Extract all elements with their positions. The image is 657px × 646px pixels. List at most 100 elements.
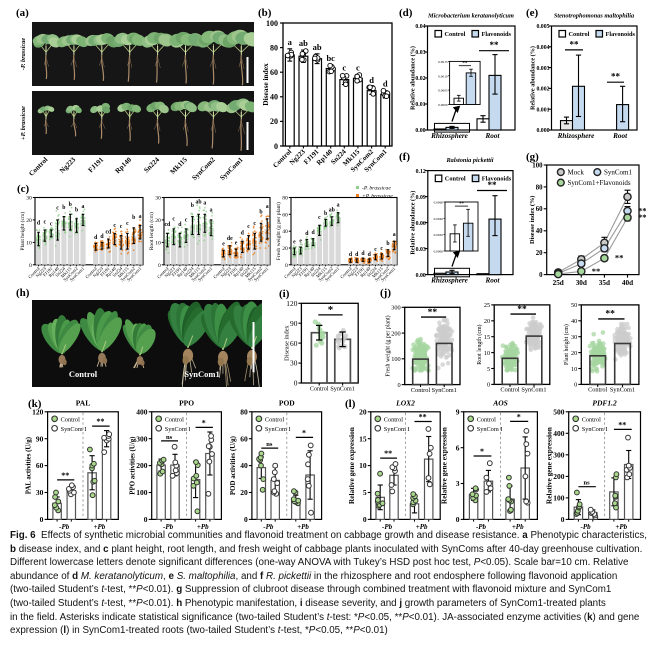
svg-text:0.004: 0.004	[536, 45, 549, 51]
svg-text:a: a	[82, 204, 85, 210]
svg-text:500: 500	[553, 407, 565, 416]
svg-text:a: a	[266, 204, 269, 210]
svg-text:ns: ns	[266, 441, 273, 448]
svg-text:a: a	[210, 207, 213, 213]
svg-text:**: **	[638, 212, 647, 222]
svg-text:**: **	[61, 471, 69, 480]
svg-text:Control: Control	[477, 416, 496, 423]
svg-text:60: 60	[240, 434, 248, 443]
svg-text:Plant height (cm): Plant height (cm)	[19, 212, 26, 251]
svg-text:AOS: AOS	[492, 399, 508, 408]
svg-text:e: e	[293, 239, 296, 245]
svg-text:Relative gene expression: Relative gene expression	[440, 427, 449, 504]
svg-text:b: b	[69, 202, 72, 208]
svg-text:100: 100	[532, 162, 543, 169]
svg-text:0: 0	[158, 263, 161, 269]
svg-text:10: 10	[359, 461, 367, 470]
svg-text:3: 3	[456, 479, 460, 488]
svg-text:POD: POD	[279, 399, 295, 408]
svg-text:ab: ab	[313, 42, 322, 52]
svg-text:d: d	[383, 79, 388, 89]
svg-text:b: b	[75, 207, 78, 213]
svg-text:0.002: 0.002	[536, 87, 549, 93]
svg-text:Flavonoids: Flavonoids	[482, 31, 512, 38]
svg-text:0.02: 0.02	[415, 76, 425, 82]
svg-text:Control: Control	[265, 416, 284, 423]
svg-text:20: 20	[359, 407, 367, 416]
svg-text:b: b	[191, 203, 194, 209]
svg-text:0.0040: 0.0040	[434, 217, 444, 221]
svg-text:b: b	[62, 205, 65, 211]
svg-text:(b): (b)	[258, 7, 272, 19]
svg-text:c: c	[126, 221, 129, 227]
svg-text:120: 120	[286, 299, 297, 308]
svg-text:Rhizosphere: Rhizosphere	[430, 277, 469, 285]
svg-text:-P. brassicae: -P. brassicae	[20, 38, 27, 71]
svg-text:*: *	[517, 412, 521, 421]
svg-text:Rhizosphere: Rhizosphere	[557, 132, 596, 140]
svg-text:SynCom I: SynCom I	[477, 426, 503, 433]
svg-text:9: 9	[456, 407, 460, 416]
svg-text:FJ191: FJ191	[42, 265, 54, 277]
svg-text:**: **	[638, 206, 647, 216]
svg-text:SynCom I: SynCom I	[384, 426, 410, 433]
svg-text:SynCom I: SynCom I	[265, 426, 291, 433]
svg-text:60: 60	[290, 339, 298, 348]
svg-text:+Pb: +Pb	[416, 523, 428, 531]
svg-text:Control: Control	[61, 416, 80, 423]
svg-text:0.00: 0.00	[416, 273, 426, 279]
svg-text:ns: ns	[166, 434, 173, 441]
svg-text:60: 60	[536, 206, 543, 213]
svg-text:**: **	[459, 202, 465, 207]
svg-text:40d: 40d	[622, 279, 633, 287]
svg-text:+P. brassicae: +P. brassicae	[20, 106, 27, 140]
svg-text:Control: Control	[445, 31, 466, 38]
svg-text:Plant height (cm): Plant height (cm)	[563, 324, 570, 365]
svg-text:0: 0	[363, 515, 367, 524]
svg-text:SynCom1: SynCom1	[521, 387, 546, 394]
svg-text:400: 400	[553, 429, 565, 438]
svg-text:Relative abundance (%): Relative abundance (%)	[410, 46, 417, 110]
svg-text:Rhizosphere: Rhizosphere	[430, 132, 469, 140]
svg-text:+P. brassicae: +P. brassicae	[362, 193, 393, 199]
svg-text:30d: 30d	[576, 279, 587, 287]
svg-text:20: 20	[240, 488, 248, 497]
svg-text:0.04: 0.04	[415, 24, 425, 30]
svg-text:400: 400	[136, 407, 148, 416]
svg-text:0: 0	[274, 142, 278, 151]
svg-text:300: 300	[391, 305, 400, 312]
svg-text:c: c	[253, 221, 256, 227]
svg-text:**: **	[490, 40, 500, 50]
svg-text:200: 200	[136, 461, 148, 470]
svg-text:Stenotrophomonas maltophilia: Stenotrophomonas maltophilia	[554, 13, 634, 20]
svg-text:Microbacterium keratanolyticum: Microbacterium keratanolyticum	[427, 13, 514, 20]
svg-text:Control: Control	[588, 387, 607, 394]
svg-text:300: 300	[553, 450, 565, 459]
svg-text:b: b	[132, 215, 135, 221]
svg-text:SynCom I: SynCom I	[61, 426, 87, 433]
svg-text:-Pb: -Pb	[163, 523, 174, 531]
svg-text:Flavonoids: Flavonoids	[482, 175, 512, 182]
svg-text:100: 100	[553, 494, 565, 503]
svg-text:20: 20	[571, 350, 577, 357]
svg-text:c: c	[113, 223, 116, 229]
svg-text:0.03: 0.03	[415, 50, 425, 56]
svg-text:c: c	[374, 247, 377, 253]
svg-text:d: d	[349, 252, 353, 258]
svg-text:FJ191: FJ191	[171, 265, 183, 277]
svg-text:d: d	[100, 234, 104, 240]
svg-text:0: 0	[40, 515, 44, 524]
svg-text:40: 40	[536, 228, 543, 235]
svg-text:200: 200	[553, 472, 565, 481]
svg-text:a: a	[393, 232, 396, 238]
svg-text:6: 6	[456, 443, 460, 452]
svg-text:0.003: 0.003	[536, 66, 549, 72]
svg-text:(j): (j)	[380, 287, 391, 299]
svg-text:90: 90	[290, 319, 298, 328]
svg-text:20: 20	[270, 117, 278, 126]
svg-text:PDF1.2: PDF1.2	[592, 399, 617, 408]
svg-text:0.01: 0.01	[415, 102, 425, 108]
svg-text:80: 80	[536, 184, 543, 191]
svg-text:0.00: 0.00	[415, 128, 425, 134]
svg-text:**: **	[570, 39, 580, 49]
